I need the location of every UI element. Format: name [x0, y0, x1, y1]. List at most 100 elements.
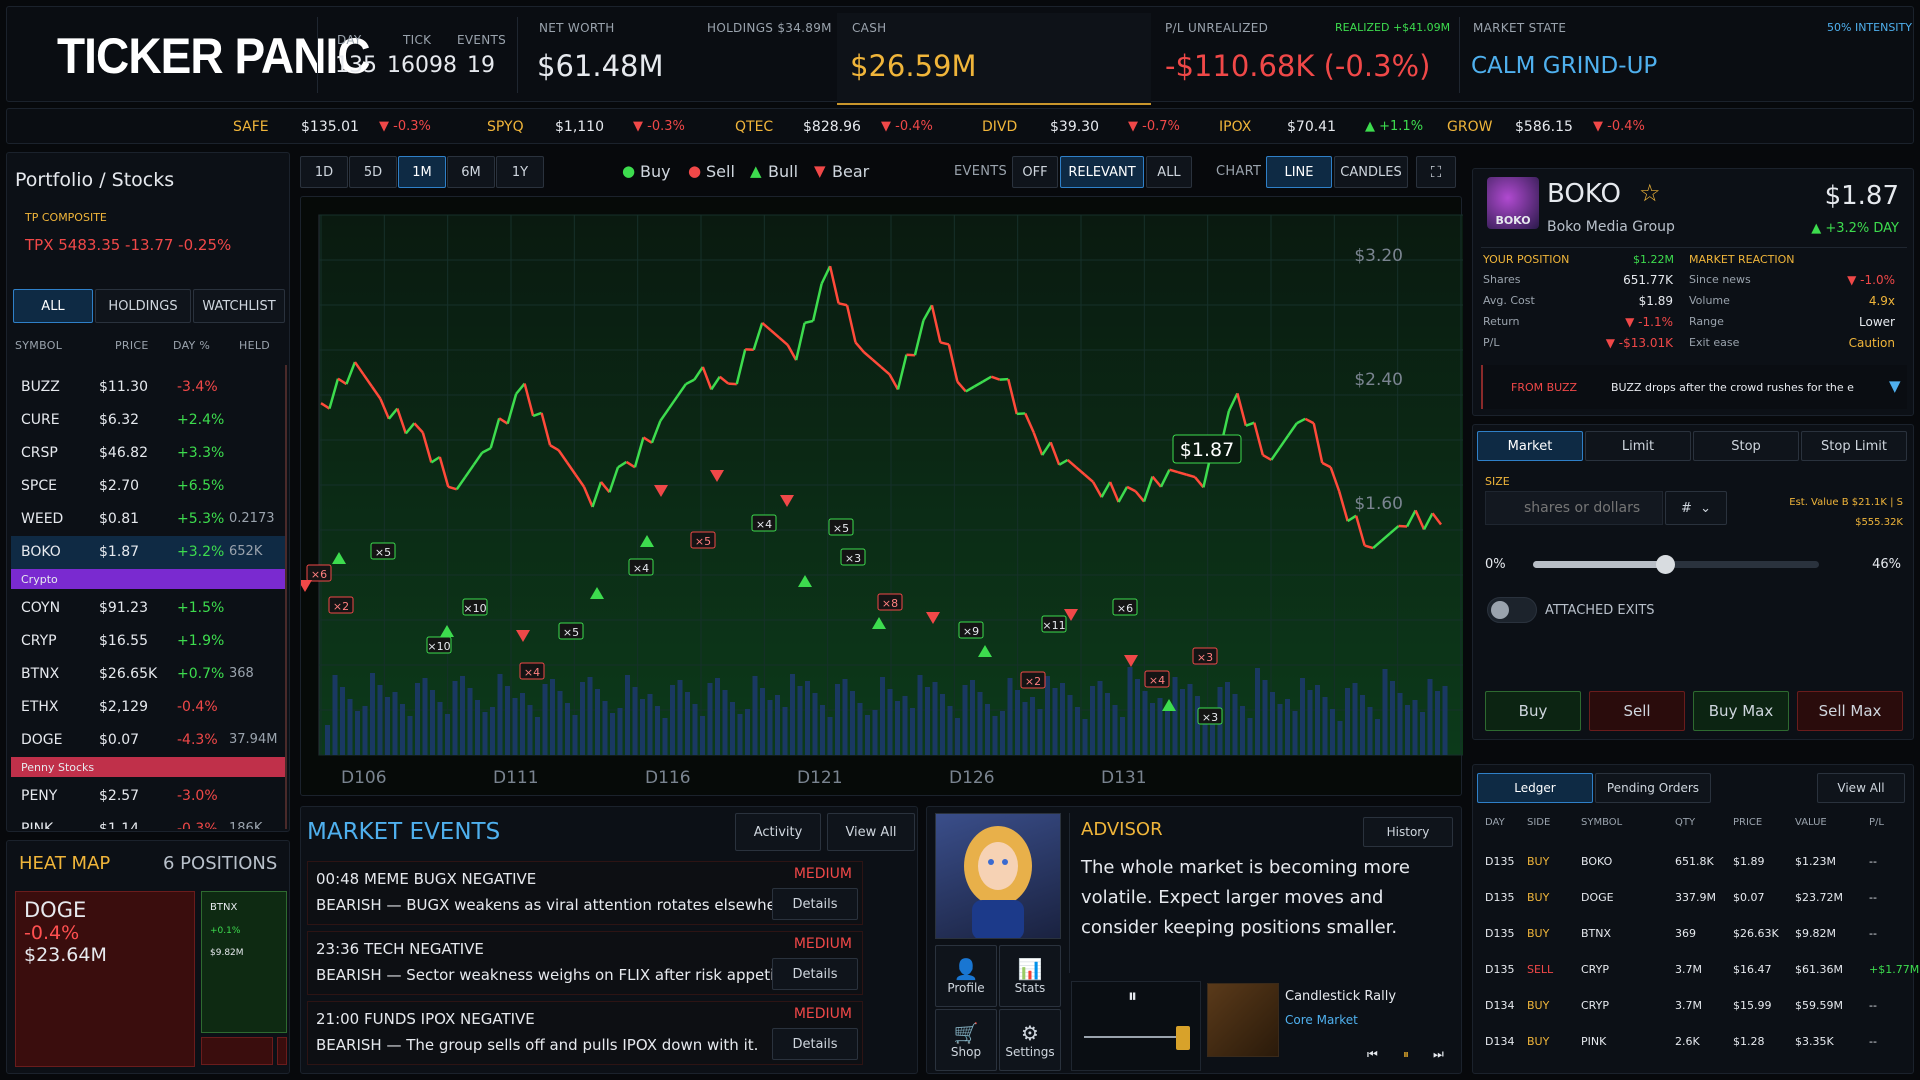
- shop-button[interactable]: 🛒 Shop: [935, 1009, 997, 1071]
- event-marker[interactable]: ×5: [690, 531, 716, 549]
- ledger-row[interactable]: D134 BUY PINK 2.6K $1.28 $3.35K --: [1485, 1023, 1905, 1059]
- buy-max-button[interactable]: Buy Max: [1693, 691, 1789, 731]
- order-tab-market[interactable]: Market: [1477, 431, 1583, 461]
- bear-marker-icon[interactable]: [1064, 609, 1078, 621]
- next-track-icon[interactable]: ⏭: [1433, 1047, 1444, 1061]
- events-view-all-button[interactable]: View All: [827, 813, 915, 851]
- event-marker[interactable]: ×10: [426, 636, 452, 654]
- bear-marker-icon[interactable]: [654, 485, 668, 497]
- volume-slider[interactable]: [1084, 1036, 1184, 1038]
- range-6m[interactable]: 6M: [447, 156, 495, 188]
- stock-row-peny[interactable]: PENY $2.57 -3.0%: [11, 780, 285, 813]
- tab-watchlist[interactable]: WATCHLIST: [193, 289, 285, 323]
- size-slider[interactable]: [1533, 555, 1819, 574]
- stock-row-cure[interactable]: CURE $6.32 +2.4%: [11, 404, 285, 437]
- event-item[interactable]: 23:36 TECH NEGATIVE MEDIUM BEARISH — Secto…: [307, 931, 863, 995]
- stock-row-weed[interactable]: WEED $0.81 +5.3% 0.2173: [11, 503, 285, 536]
- ledger-row[interactable]: D135 BUY BTNX 369 $26.63K $9.82M --: [1485, 915, 1905, 951]
- events-filter-all[interactable]: ALL: [1146, 156, 1192, 188]
- stock-row-boko[interactable]: BOKO $1.87 +3.2% 652K: [11, 536, 285, 569]
- sell-max-button[interactable]: Sell Max: [1797, 691, 1903, 731]
- tab-all[interactable]: ALL: [13, 289, 93, 323]
- slider-handle[interactable]: [1655, 555, 1675, 574]
- event-marker[interactable]: ×11: [1041, 615, 1067, 633]
- event-details-button[interactable]: Details: [772, 1028, 858, 1060]
- heatmap-tile[interactable]: [201, 1037, 273, 1065]
- bear-marker-icon[interactable]: [301, 580, 312, 592]
- bear-marker-icon[interactable]: [780, 495, 794, 507]
- event-marker[interactable]: ×10: [462, 598, 488, 616]
- attached-exits-toggle[interactable]: [1487, 597, 1537, 623]
- order-tab-stop-limit[interactable]: Stop Limit: [1801, 431, 1907, 461]
- event-marker[interactable]: ×4: [628, 558, 654, 576]
- range-1m[interactable]: 1M: [398, 156, 446, 188]
- bull-marker-icon[interactable]: [440, 625, 454, 637]
- ticker-ipox[interactable]: IPOX $70.41 ▲ +1.1%: [7, 119, 1913, 139]
- stats-button[interactable]: 📊 Stats: [999, 945, 1061, 1007]
- order-tab-stop[interactable]: Stop: [1693, 431, 1799, 461]
- activity-button[interactable]: Activity: [735, 813, 821, 851]
- event-marker[interactable]: ×6: [1112, 598, 1138, 616]
- chevron-down-icon[interactable]: ▼: [1889, 377, 1901, 395]
- event-marker[interactable]: ×3: [1192, 647, 1218, 665]
- stock-row-coyn[interactable]: COYN $91.23 +1.5%: [11, 592, 285, 625]
- history-button[interactable]: History: [1363, 817, 1453, 847]
- event-details-button[interactable]: Details: [772, 958, 858, 990]
- event-marker[interactable]: ×8: [877, 593, 903, 611]
- ticker-grow[interactable]: GROW $586.15 ▼ -0.4%: [7, 119, 1913, 139]
- size-input[interactable]: [1485, 491, 1663, 525]
- order-tab-limit[interactable]: Limit: [1585, 431, 1691, 461]
- ledger-row[interactable]: D135 BUY DOGE 337.9M $0.07 $23.72M --: [1485, 879, 1905, 915]
- bear-marker-icon[interactable]: [1124, 655, 1138, 667]
- price-chart[interactable]: ×6 ×5 ×2 ×10 ×10 ×5 ×4 ×4 ×5 ×4 ×5 ×3 ×8 ×9 ×11 ×2 ×6 ×4 ×…: [301, 197, 1463, 797]
- ticker-safe[interactable]: SAFE $135.01 ▼ -0.3%: [7, 119, 1913, 139]
- event-marker[interactable]: ×3: [840, 548, 866, 566]
- ledger-row[interactable]: D135 BUY BOKO 651.8K $1.89 $1.23M --: [1485, 843, 1905, 879]
- buy-button[interactable]: Buy: [1485, 691, 1581, 731]
- fullscreen-icon[interactable]: ⛶: [1416, 156, 1456, 188]
- ledger-row[interactable]: D134 BUY CRYP 3.7M $15.99 $59.59M --: [1485, 987, 1905, 1023]
- stock-row-crsp[interactable]: CRSP $46.82 +3.3%: [11, 437, 285, 470]
- chart-mode-line[interactable]: LINE: [1266, 156, 1332, 188]
- event-marker[interactable]: ×4: [519, 662, 545, 680]
- bull-marker-icon[interactable]: [798, 575, 812, 587]
- profile-button[interactable]: 👤 Profile: [935, 945, 997, 1007]
- ticker-qtec[interactable]: QTEC $828.96 ▼ -0.4%: [7, 119, 1913, 139]
- sell-button[interactable]: Sell: [1589, 691, 1685, 731]
- play-pause-icon[interactable]: ⏸: [1403, 1047, 1410, 1061]
- star-icon[interactable]: ☆: [1639, 179, 1661, 207]
- stock-row-pink[interactable]: PINK $1.14 -0.3% 186K: [11, 813, 285, 829]
- prev-track-icon[interactable]: ⏮: [1367, 1047, 1378, 1061]
- ticker-spyq[interactable]: SPYQ $1,110 ▼ -0.3%: [7, 119, 1913, 139]
- heatmap-tile-doge[interactable]: DOGE -0.4% $23.64M: [15, 891, 195, 1067]
- ledger-view-all-button[interactable]: View All: [1817, 773, 1905, 803]
- range-1d[interactable]: 1D: [300, 156, 348, 188]
- event-details-button[interactable]: Details: [772, 888, 858, 920]
- stock-list[interactable]: BUZZ $11.30 -3.4% CURE $6.32 +2.4% CRSP $46.82 +…: [11, 365, 287, 829]
- tab-holdings[interactable]: HOLDINGS: [95, 289, 191, 323]
- tab-ledger[interactable]: Ledger: [1477, 773, 1593, 803]
- event-marker[interactable]: ×5: [558, 622, 584, 640]
- event-marker[interactable]: ×2: [328, 596, 354, 614]
- bull-marker-icon[interactable]: [978, 645, 992, 657]
- ledger-row[interactable]: D135 SELL CRYP 3.7M $16.47 $61.36M +$1.77M: [1485, 951, 1919, 987]
- event-marker[interactable]: ×9: [958, 621, 984, 639]
- bull-marker-icon[interactable]: [872, 617, 886, 629]
- settings-button[interactable]: ⚙ Settings: [999, 1009, 1061, 1071]
- events-filter-relevant[interactable]: RELEVANT: [1060, 156, 1144, 188]
- heatmap-tile-btnx[interactable]: BTNX +0.1% $9.82M: [201, 891, 287, 1033]
- unit-select[interactable]: # ⌄: [1665, 491, 1727, 525]
- event-marker[interactable]: ×5: [370, 542, 396, 560]
- bear-marker-icon[interactable]: [516, 630, 530, 642]
- ticker-divd[interactable]: DIVD $39.30 ▼ -0.7%: [7, 119, 1913, 139]
- event-item[interactable]: 00:48 MEME BUGX NEGATIVE MEDIUM BEARISH — …: [307, 861, 863, 925]
- events-filter-off[interactable]: OFF: [1012, 156, 1058, 188]
- event-marker[interactable]: ×6: [306, 564, 332, 582]
- bear-marker-icon[interactable]: [926, 612, 940, 624]
- event-marker[interactable]: ×5: [828, 518, 854, 536]
- stock-row-cryp[interactable]: CRYP $16.55 +1.9%: [11, 625, 285, 658]
- range-5d[interactable]: 5D: [349, 156, 397, 188]
- buzz-box[interactable]: FROM BUZZ BUZZ drops after the crowd rus…: [1481, 365, 1907, 409]
- stock-row-spce[interactable]: SPCE $2.70 +6.5%: [11, 470, 285, 503]
- stock-row-doge[interactable]: DOGE $0.07 -4.3% 37.94M: [11, 724, 285, 757]
